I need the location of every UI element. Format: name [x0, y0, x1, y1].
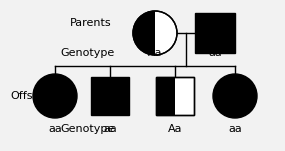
Text: Aa: Aa [148, 48, 162, 58]
Text: Genotype: Genotype [60, 124, 114, 134]
Bar [91, 77, 129, 115]
Text: aa: aa [208, 48, 222, 58]
Text: aa: aa [103, 124, 117, 134]
Bar [156, 77, 194, 115]
Text: aa: aa [228, 124, 242, 134]
Text: Offspring: Offspring [10, 91, 62, 101]
Text: aa: aa [48, 124, 62, 134]
Bar [156, 77, 194, 115]
Text: Genotype: Genotype [60, 48, 114, 58]
Circle shape [133, 11, 177, 55]
Bar [195, 13, 235, 53]
Circle shape [213, 74, 257, 118]
Bar [156, 77, 175, 115]
Wedge shape [133, 11, 155, 55]
Circle shape [33, 74, 77, 118]
Text: Aa: Aa [168, 124, 182, 134]
Text: Parents: Parents [70, 18, 112, 28]
